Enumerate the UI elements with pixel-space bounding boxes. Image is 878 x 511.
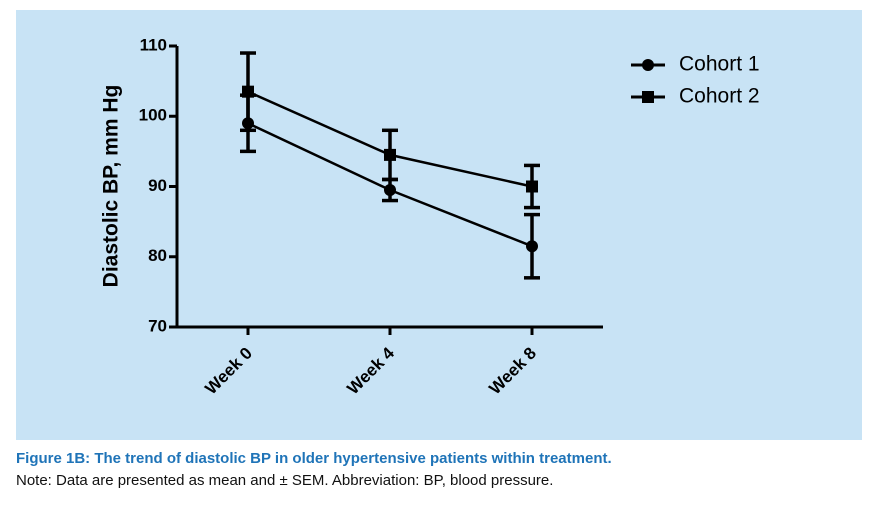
legend-label: Cohort 2 [679,85,760,108]
y-tick-label: 90 [148,176,167,195]
chart-background [16,10,862,440]
marker [642,91,654,103]
y-tick-label: 100 [139,106,167,125]
marker [526,180,538,193]
legend-label: Cohort 1 [679,53,760,76]
marker [384,148,396,161]
y-tick-label: 70 [148,316,167,335]
y-tick-label: 110 [140,35,167,54]
marker [384,184,396,197]
figure-caption: Figure 1B: The trend of diastolic BP in … [16,450,612,467]
marker [642,59,654,71]
marker [242,85,254,98]
marker [526,240,538,253]
figure-note: Note: Data are presented as mean and ± S… [16,472,554,489]
y-axis-label: Diastolic BP, mm Hg [100,85,123,288]
y-tick-label: 80 [148,246,167,265]
